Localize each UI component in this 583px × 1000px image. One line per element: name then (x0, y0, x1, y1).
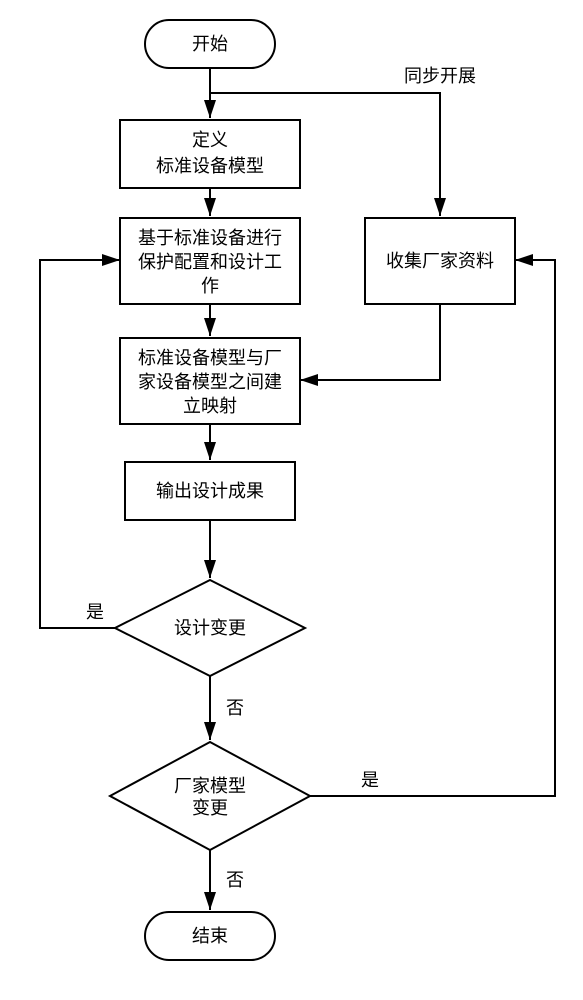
end-label: 结束 (192, 926, 228, 946)
mapping-line1: 标准设备模型与厂 (138, 348, 282, 368)
designchange-no-label: 否 (226, 698, 244, 718)
edge-collect-mapping (300, 304, 440, 380)
define-line1: 定义 (192, 130, 228, 150)
sync-label: 同步开展 (404, 66, 476, 86)
node-protect: 基于标准设备进行 保护配置和设计工 作 (120, 218, 300, 304)
mapping-line3: 立映射 (183, 396, 237, 416)
edge-designchange-yes: 是 (40, 260, 120, 628)
design-change-label: 设计变更 (174, 618, 246, 638)
node-mapping: 标准设备模型与厂 家设备模型之间建 立映射 (120, 338, 300, 424)
flowchart-canvas: 开始 同步开展 定义 标准设备模型 基于标准设备进行 保护配置和设计工 作 收集… (0, 0, 583, 1000)
mapping-line2: 家设备模型之间建 (138, 372, 282, 392)
node-output: 输出设计成果 (125, 462, 295, 520)
edge-sync: 同步开展 (210, 66, 476, 216)
start-label: 开始 (192, 34, 228, 54)
protect-line1: 基于标准设备进行 (138, 228, 282, 248)
node-end: 结束 (145, 912, 275, 960)
protect-line2: 保护配置和设计工 (138, 252, 282, 272)
edge-vendorchange-yes: 是 (310, 260, 555, 796)
edge-designchange-no: 否 (210, 676, 244, 740)
output-label: 输出设计成果 (156, 481, 264, 501)
vendor-change-line2: 变更 (192, 798, 228, 818)
vendor-change-line1: 厂家模型 (174, 776, 246, 796)
node-start: 开始 (145, 20, 275, 68)
vendorchange-no-label: 否 (226, 870, 244, 890)
edge-vendorchange-no: 否 (210, 850, 244, 910)
designchange-yes-label: 是 (86, 602, 104, 622)
collect-label: 收集厂家资料 (386, 251, 494, 271)
node-vendor-change: 厂家模型 变更 (110, 742, 310, 850)
vendorchange-yes-label: 是 (361, 770, 379, 790)
define-line2: 标准设备模型 (156, 156, 264, 176)
node-collect: 收集厂家资料 (365, 218, 515, 304)
protect-line3: 作 (201, 276, 219, 296)
node-define: 定义 标准设备模型 (120, 120, 300, 188)
node-design-change: 设计变更 (115, 580, 305, 676)
